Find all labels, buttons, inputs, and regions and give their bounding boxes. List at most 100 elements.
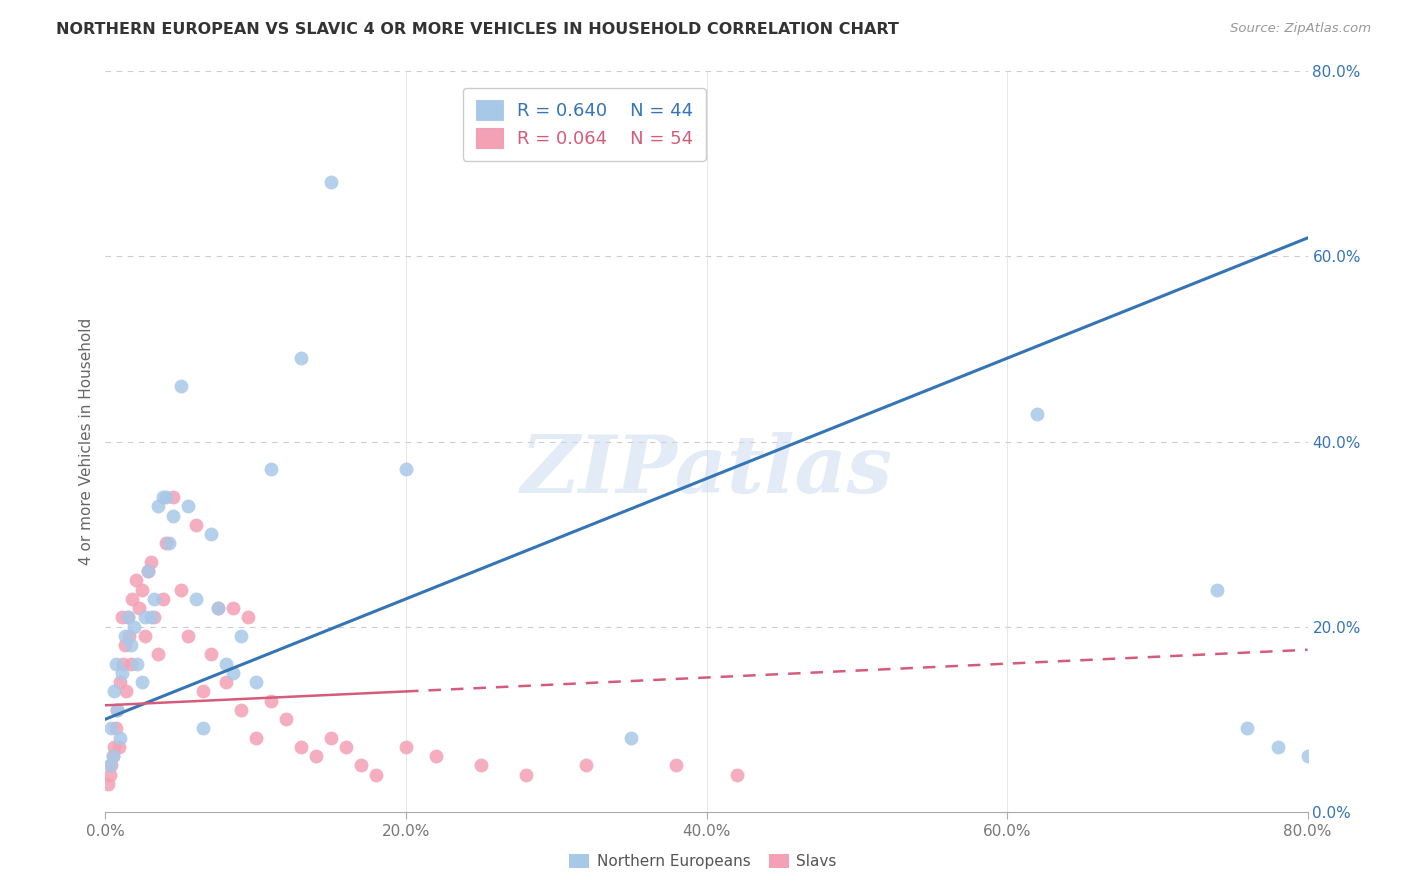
Point <box>214 657 236 671</box>
Point <box>100 722 122 736</box>
Point <box>229 629 252 643</box>
Point <box>274 712 297 726</box>
Point <box>131 675 153 690</box>
Point <box>125 657 148 671</box>
Point <box>118 629 141 643</box>
Point <box>260 462 283 476</box>
Point <box>152 490 174 504</box>
Point <box>134 629 156 643</box>
Text: Source: ZipAtlas.com: Source: ZipAtlas.com <box>1230 22 1371 36</box>
Point <box>107 703 129 717</box>
Point <box>110 675 132 690</box>
Point <box>191 684 214 698</box>
Point <box>620 731 643 745</box>
Point <box>177 500 200 514</box>
Point <box>200 527 222 541</box>
Point <box>1206 582 1229 597</box>
Point <box>238 610 260 624</box>
Text: ZIPatlas: ZIPatlas <box>520 433 893 510</box>
Point <box>575 758 598 772</box>
Point <box>425 749 447 764</box>
Point <box>146 500 169 514</box>
Point <box>134 610 156 624</box>
Point <box>157 536 180 550</box>
Point <box>117 610 139 624</box>
Point <box>103 684 125 698</box>
Point <box>114 629 136 643</box>
Point <box>260 694 283 708</box>
Point <box>98 767 121 781</box>
Point <box>100 758 122 772</box>
Point <box>470 758 492 772</box>
Point <box>395 739 418 754</box>
Point <box>191 722 214 736</box>
Point <box>114 638 136 652</box>
Point <box>169 582 191 597</box>
Point <box>97 777 120 791</box>
Point <box>124 574 146 588</box>
Point <box>222 665 245 680</box>
Point <box>139 555 162 569</box>
Point <box>305 749 328 764</box>
Point <box>395 462 418 476</box>
Point <box>101 749 124 764</box>
Point <box>177 629 200 643</box>
Y-axis label: 4 or more Vehicles in Household: 4 or more Vehicles in Household <box>79 318 94 566</box>
Point <box>139 610 162 624</box>
Point <box>98 758 121 772</box>
Point <box>200 648 222 662</box>
Legend: R = 0.640    N = 44, R = 0.064    N = 54: R = 0.640 N = 44, R = 0.064 N = 54 <box>463 87 706 161</box>
Point <box>128 601 150 615</box>
Point <box>101 749 124 764</box>
Point <box>103 739 125 754</box>
Point <box>117 610 139 624</box>
Point <box>222 601 245 615</box>
Point <box>146 648 169 662</box>
Point <box>207 601 229 615</box>
Point <box>229 703 252 717</box>
Point <box>214 675 236 690</box>
Point <box>111 610 134 624</box>
Point <box>364 767 387 781</box>
Point <box>290 739 312 754</box>
Point <box>207 601 229 615</box>
Point <box>1296 749 1319 764</box>
Point <box>120 638 142 652</box>
Point <box>142 610 165 624</box>
Point <box>319 175 342 190</box>
Point <box>245 731 267 745</box>
Point <box>136 564 159 578</box>
Point <box>155 490 177 504</box>
Point <box>112 657 135 671</box>
Point <box>162 490 184 504</box>
Point <box>725 767 748 781</box>
Point <box>111 665 134 680</box>
Point <box>1236 722 1258 736</box>
Point <box>665 758 688 772</box>
Point <box>142 591 165 606</box>
Point <box>184 591 207 606</box>
Point <box>110 731 132 745</box>
Point <box>121 591 143 606</box>
Point <box>108 739 131 754</box>
Point <box>162 508 184 523</box>
Point <box>131 582 153 597</box>
Point <box>290 351 312 366</box>
Point <box>115 684 138 698</box>
Point <box>184 517 207 532</box>
Point <box>104 722 127 736</box>
Point <box>120 657 142 671</box>
Point <box>155 536 177 550</box>
Point <box>1267 739 1289 754</box>
Point <box>350 758 373 772</box>
Legend: Northern Europeans, Slavs: Northern Europeans, Slavs <box>564 848 842 875</box>
Point <box>245 675 267 690</box>
Point <box>104 657 127 671</box>
Point <box>152 591 174 606</box>
Point <box>122 619 145 633</box>
Point <box>1026 407 1049 421</box>
Point <box>107 703 129 717</box>
Point <box>169 379 191 393</box>
Point <box>515 767 537 781</box>
Point <box>335 739 357 754</box>
